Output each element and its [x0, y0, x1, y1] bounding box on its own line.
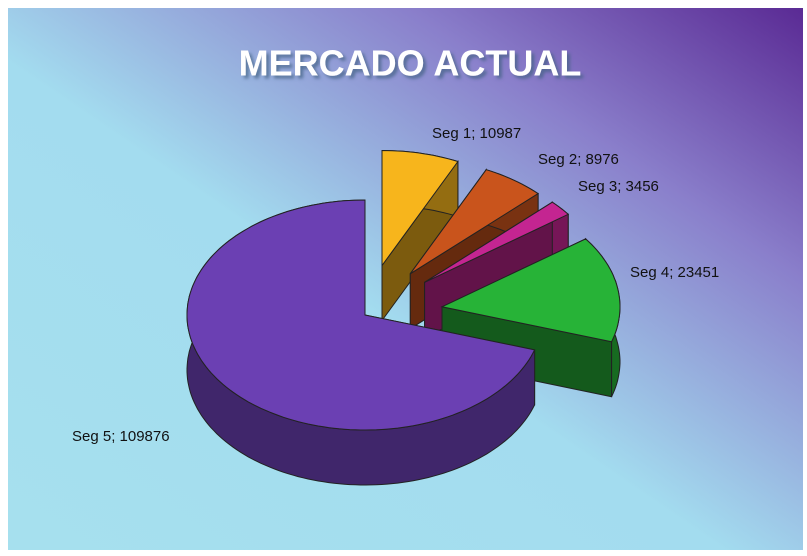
data-label: Seg 4; 23451	[630, 264, 719, 281]
data-label: Seg 1; 10987	[432, 125, 521, 142]
chart-title: MERCADO ACTUAL	[239, 43, 582, 84]
data-label: Seg 5; 109876	[72, 428, 170, 445]
slice	[409, 169, 540, 275]
slice	[186, 199, 536, 431]
pie	[186, 149, 621, 486]
data-label: Seg 2; 8976	[538, 151, 619, 168]
data-label: Seg 3; 3456	[578, 178, 659, 195]
slice	[381, 149, 459, 268]
slice	[440, 238, 621, 343]
slice	[424, 201, 570, 283]
